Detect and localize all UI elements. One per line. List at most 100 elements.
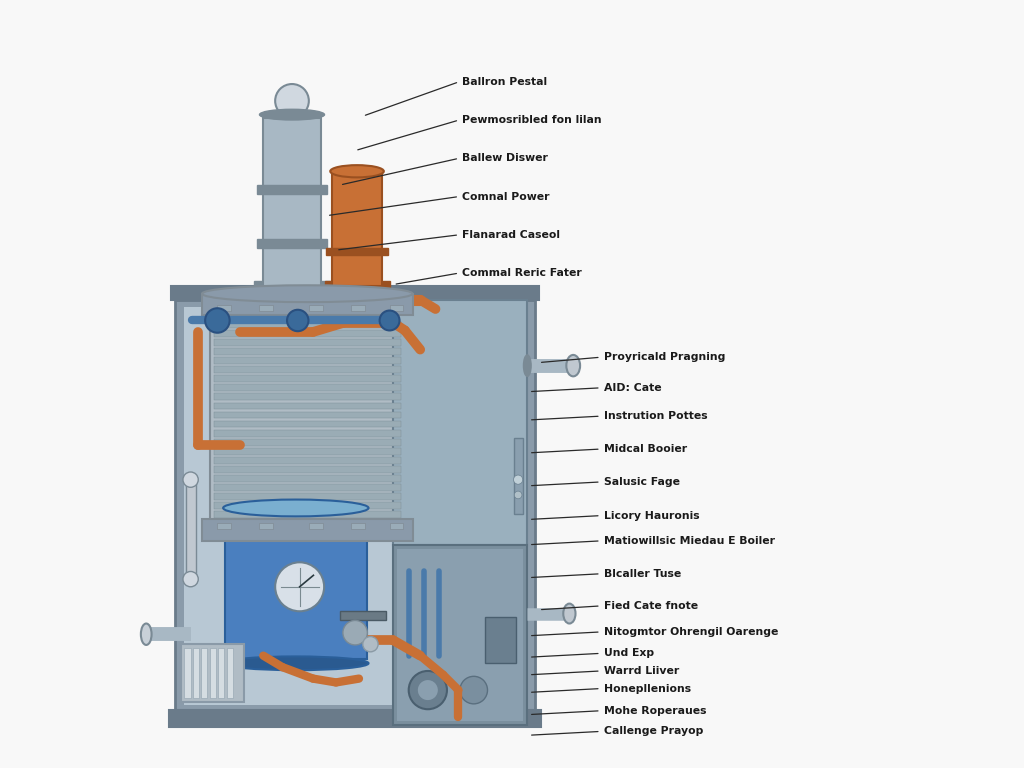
Bar [214,466,401,472]
Bar [263,118,321,286]
Bar [210,315,404,521]
Bar [169,710,541,727]
Bar [210,648,216,698]
Ellipse shape [331,165,384,177]
Text: Mohe Roperaues: Mohe Roperaues [604,706,707,716]
Bar [254,281,330,292]
Bar [218,648,224,698]
Circle shape [275,562,325,611]
Circle shape [409,671,446,709]
Bar [217,523,231,529]
Text: Instrution Pottes: Instrution Pottes [604,411,708,421]
Bar [326,248,388,256]
Text: Callenge Prayop: Callenge Prayop [604,727,703,737]
Text: Commal Reric Fater: Commal Reric Fater [462,268,582,278]
Bar [214,421,401,428]
Text: Und Exp: Und Exp [604,648,654,658]
Ellipse shape [259,109,325,120]
Circle shape [380,310,399,330]
Bar [397,548,523,720]
Bar [214,393,401,400]
Text: Ballew Diswer: Ballew Diswer [462,154,548,164]
Bar [202,293,413,315]
Circle shape [513,475,522,485]
Bar [184,648,190,698]
Bar [309,305,323,311]
Circle shape [460,677,487,703]
Circle shape [417,680,438,701]
Bar [393,300,527,545]
Ellipse shape [523,355,531,376]
Circle shape [183,571,199,587]
Bar [184,307,525,705]
Ellipse shape [141,624,152,645]
Bar [309,523,323,529]
Text: Ballron Pestal: Ballron Pestal [462,77,548,87]
Text: AID: Cate: AID: Cate [604,382,662,392]
Bar [225,514,367,660]
Bar [214,357,401,364]
Bar [214,448,401,455]
Bar [340,611,386,620]
Circle shape [275,84,309,118]
Bar [351,523,366,529]
Bar [214,511,401,518]
Text: Honepllenions: Honepllenions [604,684,691,694]
Ellipse shape [563,604,575,624]
Bar [214,402,401,409]
Ellipse shape [566,355,581,376]
Bar [217,305,231,311]
Text: Proyricald Pragning: Proyricald Pragning [604,353,725,362]
Bar [214,321,401,328]
Text: Licory Hauronis: Licory Hauronis [604,511,699,521]
Text: Matiowillsic Miedau E Boiler: Matiowillsic Miedau E Boiler [604,536,775,546]
Bar [202,648,208,698]
Circle shape [362,637,378,652]
Text: Fied Cate fnote: Fied Cate fnote [604,601,698,611]
Bar [226,648,232,698]
Bar [214,484,401,491]
Bar [175,300,535,713]
Text: Blcaller Tuse: Blcaller Tuse [604,569,681,579]
Bar [332,171,382,286]
Bar [351,305,366,311]
Circle shape [205,308,229,333]
Circle shape [287,310,308,331]
Bar [214,475,401,482]
Bar [214,412,401,419]
Bar [214,348,401,355]
Bar [214,493,401,500]
Text: Nitogmtor Ohrengil Oarenge: Nitogmtor Ohrengil Oarenge [604,627,778,637]
Bar [214,385,401,392]
Text: Comnal Power: Comnal Power [462,191,550,201]
Bar [485,617,516,664]
Bar [259,523,273,529]
Bar [393,545,527,724]
Bar [214,439,401,445]
Bar [214,502,401,509]
Ellipse shape [223,657,369,670]
Circle shape [514,491,522,498]
Bar [171,286,539,300]
Circle shape [183,472,199,488]
Bar [193,648,199,698]
Bar [214,366,401,373]
Bar [257,239,327,248]
Bar [214,339,401,346]
Bar [186,476,196,583]
Ellipse shape [223,499,369,516]
Text: Flanarad Caseol: Flanarad Caseol [462,230,560,240]
Bar [214,457,401,464]
Bar [389,305,403,311]
Text: Pewmosribled fon lilan: Pewmosribled fon lilan [462,115,602,125]
Text: Warrd Liiver: Warrd Liiver [604,666,679,676]
Text: Midcal Booier: Midcal Booier [604,444,687,454]
Bar [389,523,403,529]
Bar [214,376,401,382]
Bar [325,281,389,290]
Circle shape [343,621,368,645]
Bar [513,438,522,514]
Bar [202,519,413,541]
Bar [214,330,401,337]
Bar [214,429,401,436]
